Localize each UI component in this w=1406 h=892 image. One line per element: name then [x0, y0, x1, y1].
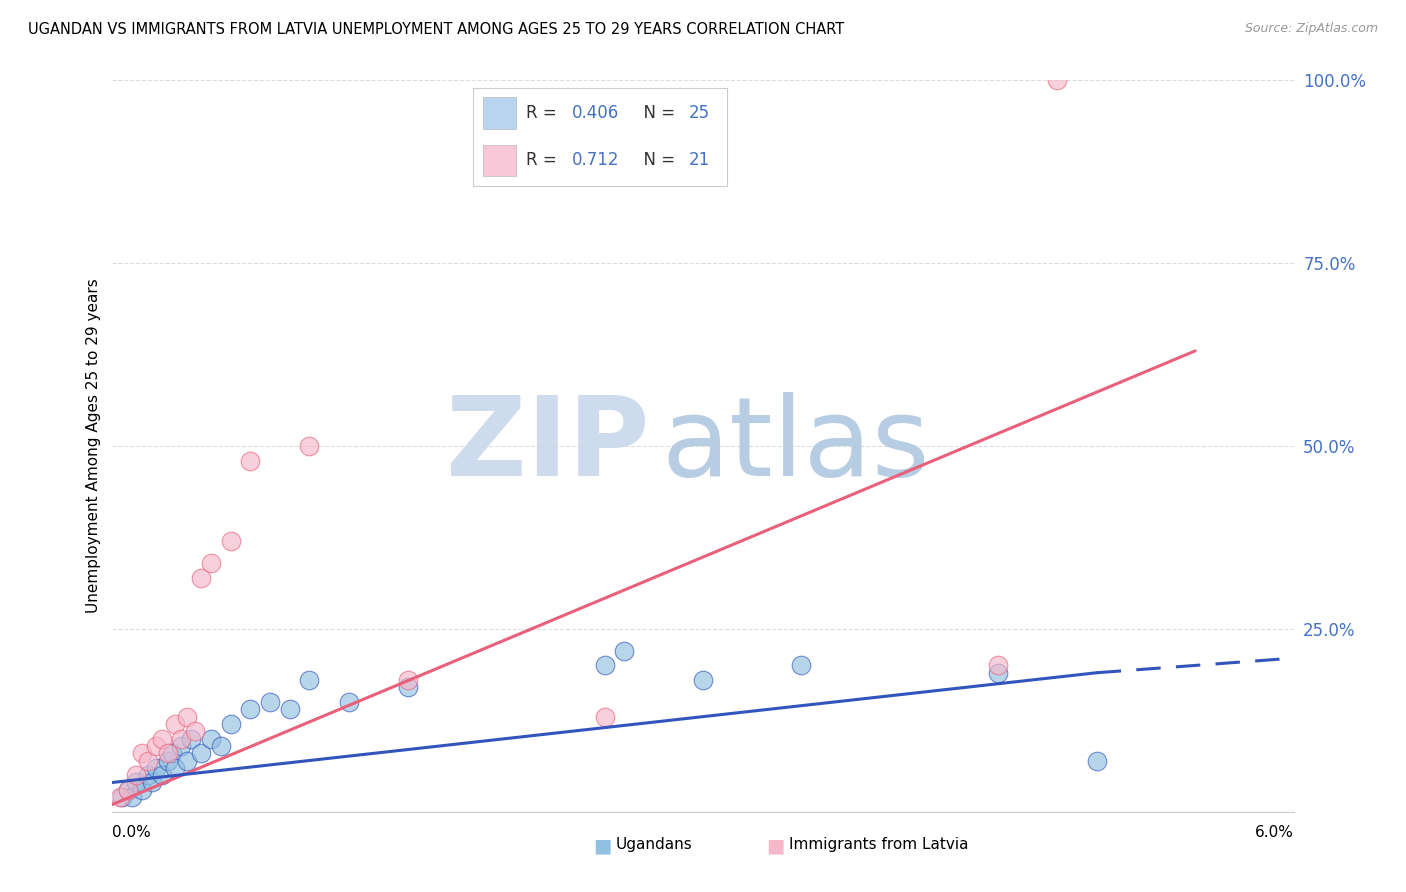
Text: ■: ■ [593, 837, 612, 855]
Point [125, 768, 148, 782]
Point [156, 754, 179, 768]
Point [278, 702, 301, 716]
Point [117, 782, 139, 797]
Text: 6.0%: 6.0% [1254, 825, 1294, 840]
Text: atlas: atlas [662, 392, 931, 500]
Point [176, 709, 198, 723]
Text: ZIP: ZIP [447, 392, 650, 500]
Point [239, 453, 262, 467]
Point [396, 681, 419, 695]
Point [176, 754, 198, 768]
Point [1046, 73, 1069, 87]
Point [165, 717, 187, 731]
Point [136, 768, 159, 782]
Point [125, 775, 148, 789]
Text: ■: ■ [766, 837, 785, 855]
Text: UGANDAN VS IMMIGRANTS FROM LATVIA UNEMPLOYMENT AMONG AGES 25 TO 29 YEARS CORRELA: UGANDAN VS IMMIGRANTS FROM LATVIA UNEMPL… [28, 22, 845, 37]
Point [136, 754, 159, 768]
Text: 0.0%: 0.0% [112, 825, 152, 840]
Point [692, 673, 714, 687]
Point [613, 644, 636, 658]
Point [131, 746, 153, 760]
Point [160, 746, 183, 760]
Point [593, 658, 616, 673]
Point [131, 782, 153, 797]
Point [200, 731, 222, 746]
Point [184, 724, 207, 739]
Point [790, 658, 813, 673]
Point [239, 702, 262, 716]
Point [200, 556, 222, 570]
Point [141, 775, 163, 789]
Point [170, 739, 193, 753]
Text: Ugandans: Ugandans [616, 837, 693, 852]
Point [150, 731, 173, 746]
Point [219, 534, 242, 549]
Point [110, 790, 132, 805]
Point [145, 761, 167, 775]
Point [190, 746, 212, 760]
Point [117, 782, 139, 797]
Point [145, 739, 167, 753]
Point [150, 768, 173, 782]
Point [298, 673, 321, 687]
Y-axis label: Unemployment Among Ages 25 to 29 years: Unemployment Among Ages 25 to 29 years [86, 278, 101, 614]
Point [337, 695, 360, 709]
Point [156, 746, 179, 760]
Point [165, 761, 187, 775]
Point [219, 717, 242, 731]
Point [298, 439, 321, 453]
Point [180, 731, 202, 746]
Point [1085, 754, 1108, 768]
Point [593, 709, 616, 723]
Point [987, 665, 1010, 680]
Point [121, 790, 143, 805]
Point [111, 790, 134, 805]
Point [987, 658, 1010, 673]
Point [396, 673, 419, 687]
Point [209, 739, 232, 753]
Text: Source: ZipAtlas.com: Source: ZipAtlas.com [1244, 22, 1378, 36]
Point [190, 571, 212, 585]
Text: Immigrants from Latvia: Immigrants from Latvia [789, 837, 969, 852]
Point [259, 695, 281, 709]
Point [170, 731, 193, 746]
